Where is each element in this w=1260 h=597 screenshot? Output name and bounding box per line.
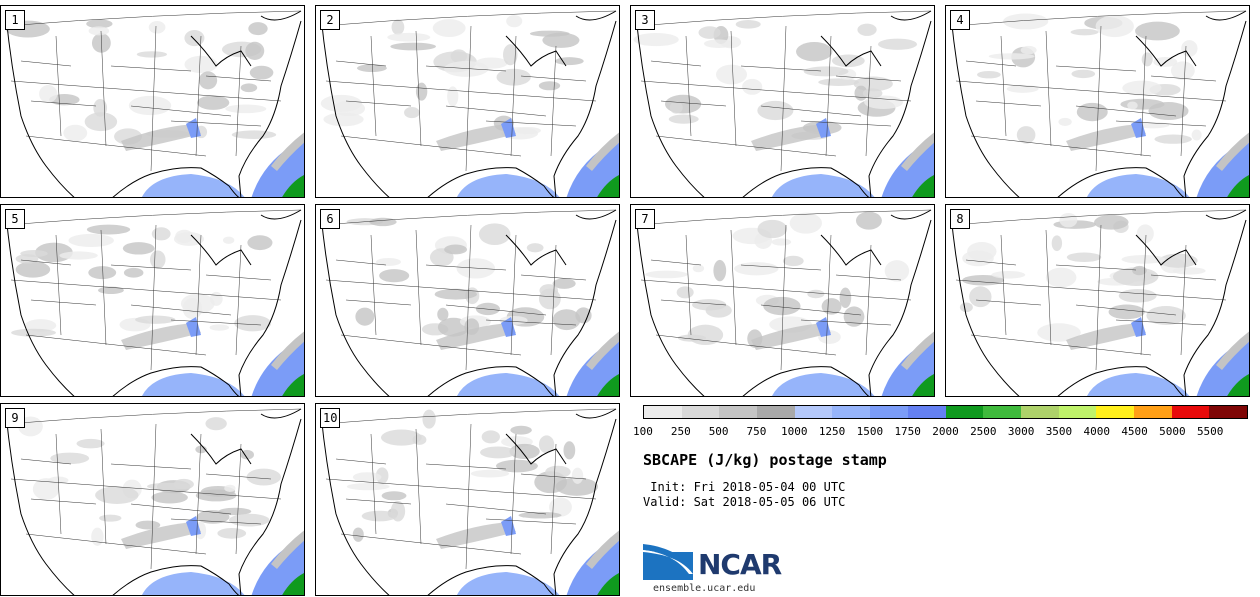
conus-map: [5, 408, 304, 595]
map-panel: 2: [315, 5, 620, 198]
conus-map: [5, 209, 304, 396]
colorbar-swatch: [1020, 406, 1059, 418]
colorbar-swatch: [1209, 406, 1247, 418]
map-panel: 10: [315, 403, 620, 596]
panel-number: 4: [950, 10, 970, 30]
colorbar-swatch: [945, 406, 984, 418]
map-panel: 4: [945, 5, 1250, 198]
colorbar-tick-label: 100: [633, 425, 653, 438]
colorbar-tick-label: 1250: [818, 425, 846, 438]
colorbar-swatch: [1171, 406, 1210, 418]
init-time: Init: Fri 2018-05-04 00 UTC: [643, 480, 846, 494]
colorbar-swatch: [757, 406, 795, 418]
panel-number: 7: [635, 209, 655, 229]
colorbar-tick-label: 1750: [894, 425, 921, 438]
ncar-logo-icon: [643, 544, 693, 580]
colorbar-tick-label: 250: [670, 425, 691, 438]
panel-number: 10: [320, 408, 341, 428]
colorbar-swatch: [644, 406, 682, 418]
conus-map: [320, 408, 619, 595]
logo-url: ensemble.ucar.edu: [653, 583, 756, 594]
colorbar-tick-label: 1000: [781, 425, 808, 438]
colorbar-tick-label: 2500: [970, 425, 997, 438]
conus-map: [635, 209, 934, 396]
conus-map: [5, 10, 304, 197]
colorbar-tick-label: 3500: [1045, 425, 1073, 438]
valid-time: Valid: Sat 2018-05-05 06 UTC: [643, 495, 846, 509]
panel-number: 2: [320, 10, 340, 30]
colorbar-tick-label: 750: [746, 425, 767, 438]
colorbar-swatch: [1058, 406, 1097, 418]
map-panel: 8: [945, 204, 1250, 397]
colorbar-swatch: [832, 406, 871, 418]
map-panel: 5: [0, 204, 305, 397]
sbcape-colorbar: [643, 405, 1248, 419]
colorbar-tick-label: 1500: [856, 425, 884, 438]
conus-map: [950, 209, 1249, 396]
ncar-logo-text: NCAR: [698, 548, 782, 581]
map-panel: 1: [0, 5, 305, 198]
panel-number: 5: [5, 209, 25, 229]
colorbar-tick-label: 3000: [1007, 425, 1035, 438]
colorbar-swatch: [983, 406, 1021, 418]
conus-map: [633, 10, 934, 197]
colorbar-tick-label: 500: [708, 425, 729, 438]
colorbar-swatch: [719, 406, 758, 418]
colorbar-tick-label: 4000: [1083, 425, 1111, 438]
conus-map: [320, 209, 619, 396]
map-panel: 7: [630, 204, 935, 397]
colorbar-tick-label: 5000: [1159, 425, 1186, 438]
conus-map: [950, 10, 1249, 197]
colorbar-tick-label: 4500: [1121, 425, 1148, 438]
panel-number: 3: [635, 10, 655, 30]
map-panel: 3: [630, 5, 935, 198]
colorbar-swatch: [870, 406, 908, 418]
panel-number: 6: [320, 209, 340, 229]
panel-number: 1: [5, 10, 25, 30]
map-panel: 6: [315, 204, 620, 397]
colorbar-swatch: [681, 406, 720, 418]
colorbar-swatch: [1133, 406, 1172, 418]
conus-map: [320, 10, 619, 197]
colorbar-swatch: [794, 406, 833, 418]
map-panel: 9: [0, 403, 305, 596]
colorbar-labels: 100 250 500 750 1000 1250 1500 1750 2000 2500 3000…: [633, 425, 1253, 439]
colorbar-tick-label: 2000: [932, 425, 959, 438]
colorbar-swatch: [1096, 406, 1134, 418]
panel-number: 8: [950, 209, 970, 229]
colorbar-swatch: [907, 406, 946, 418]
panel-number: 9: [5, 408, 25, 428]
colorbar-tick-label: 5500: [1196, 425, 1224, 438]
page-title: SBCAPE (J/kg) postage stamp: [643, 451, 887, 469]
